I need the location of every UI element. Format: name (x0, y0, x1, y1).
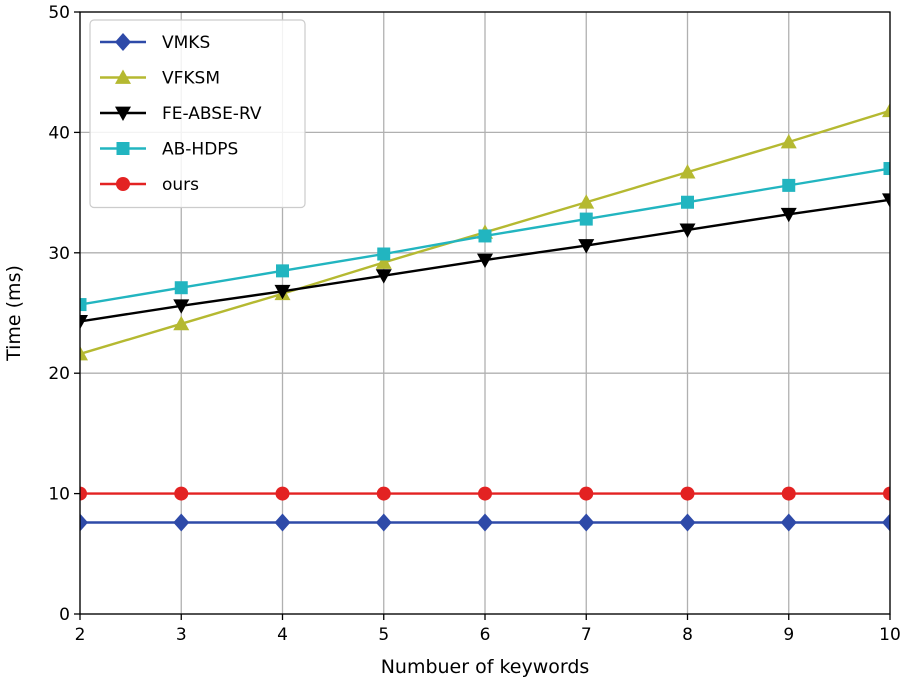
y-tick-label: 20 (48, 364, 70, 384)
y-axis-label: Time (ms) (3, 265, 25, 362)
data-point-vfksm (578, 194, 595, 209)
data-point-ours (781, 486, 796, 501)
legend-item-vmks: VMKS (100, 33, 210, 53)
data-point-ab-hdps (80, 298, 87, 312)
data-point-fe-abse-rv (578, 239, 595, 254)
data-point-ours (883, 486, 890, 501)
data-point-vfksm (882, 102, 890, 118)
x-tick-label: 10 (879, 625, 901, 645)
legend-marker-vfksm (115, 69, 131, 84)
data-point-vfksm (679, 164, 696, 179)
data-point-ab-hdps (883, 162, 890, 176)
series-ab-hdps (80, 162, 890, 312)
data-point-ours (680, 486, 695, 501)
legend-label-vfksm: VFKSM (162, 69, 220, 89)
legend-box (89, 19, 306, 209)
data-point-fe-abse-rv (80, 315, 88, 330)
y-tick-label: 40 (48, 123, 70, 143)
data-point-vmks (274, 513, 291, 532)
series-ours (80, 486, 890, 501)
legend: VMKS VFKSM FE-ABSE-RV AB-HDPS ours (89, 19, 306, 209)
x-tick-label: 7 (581, 625, 592, 645)
legend-label-vmks: VMKS (162, 33, 210, 53)
legend-marker-ours (116, 177, 130, 191)
y-tick-label: 0 (59, 605, 70, 625)
legend-item-ab-hdps: AB-HDPS (100, 140, 238, 160)
data-point-fe-abse-rv (173, 299, 190, 314)
data-point-ab-hdps (579, 212, 593, 226)
data-point-ab-hdps (478, 229, 492, 243)
series-vmks (80, 513, 890, 532)
data-point-ours (275, 486, 290, 501)
data-point-ab-hdps (377, 247, 391, 261)
x-tick-label: 2 (75, 625, 86, 645)
x-axis-label: Numbuer of keywords (381, 656, 590, 678)
x-tick-label: 5 (378, 625, 389, 645)
legend-label-ours: ours (162, 175, 199, 195)
data-point-ab-hdps (174, 281, 188, 295)
data-point-vmks (780, 513, 797, 532)
data-point-fe-abse-rv (780, 207, 797, 223)
data-point-ours (376, 486, 391, 501)
axis-ticks: 2 3 4 5 6 7 8 9 10 0 10 20 30 40 50 (48, 3, 900, 645)
data-point-fe-abse-rv (679, 223, 696, 238)
data-point-vfksm (780, 134, 797, 149)
data-point-vfksm (375, 254, 392, 269)
legend-item-vfksm: VFKSM (100, 69, 220, 89)
data-point-fe-abse-rv (477, 253, 493, 269)
legend-marker-vmks (115, 33, 131, 51)
data-point-ours (579, 486, 594, 501)
data-point-vmks (477, 513, 493, 532)
data-point-ab-hdps (276, 264, 289, 278)
data-point-ours (174, 486, 189, 501)
series-layer (80, 102, 890, 532)
legend-label-ab-hdps: AB-HDPS (162, 140, 238, 160)
y-tick-label: 50 (48, 3, 70, 23)
legend-marker-fe-abse-rv (115, 106, 131, 121)
y-tick-label: 30 (48, 244, 70, 264)
data-point-vmks (882, 513, 890, 532)
data-point-ours (80, 486, 87, 501)
x-tick-label: 4 (277, 625, 288, 645)
x-tick-label: 9 (783, 625, 794, 645)
x-tick-label: 6 (480, 625, 491, 645)
y-tick-label: 10 (48, 485, 70, 505)
data-point-fe-abse-rv (375, 269, 392, 284)
data-point-ours (478, 486, 492, 501)
data-point-vfksm (80, 345, 88, 361)
data-point-vmks (679, 513, 696, 532)
data-point-fe-abse-rv (274, 284, 291, 300)
legend-marker-ab-hdps (116, 142, 130, 155)
series-fe-abse-rv (80, 193, 890, 330)
data-point-vmks (375, 513, 392, 532)
legend-item-ours: ours (100, 175, 199, 195)
data-point-fe-abse-rv (882, 193, 890, 208)
legend-label-fe-abse-rv: FE-ABSE-RV (162, 104, 262, 124)
x-tick-label: 8 (682, 625, 693, 645)
data-point-ab-hdps (681, 195, 694, 209)
data-point-vfksm (173, 315, 190, 331)
data-point-vmks (173, 513, 190, 532)
data-point-vmks (80, 513, 88, 532)
data-point-vmks (578, 513, 595, 532)
x-tick-label: 3 (176, 625, 187, 645)
legend-item-fe-abse-rv: FE-ABSE-RV (100, 104, 262, 124)
data-point-ab-hdps (782, 178, 796, 192)
